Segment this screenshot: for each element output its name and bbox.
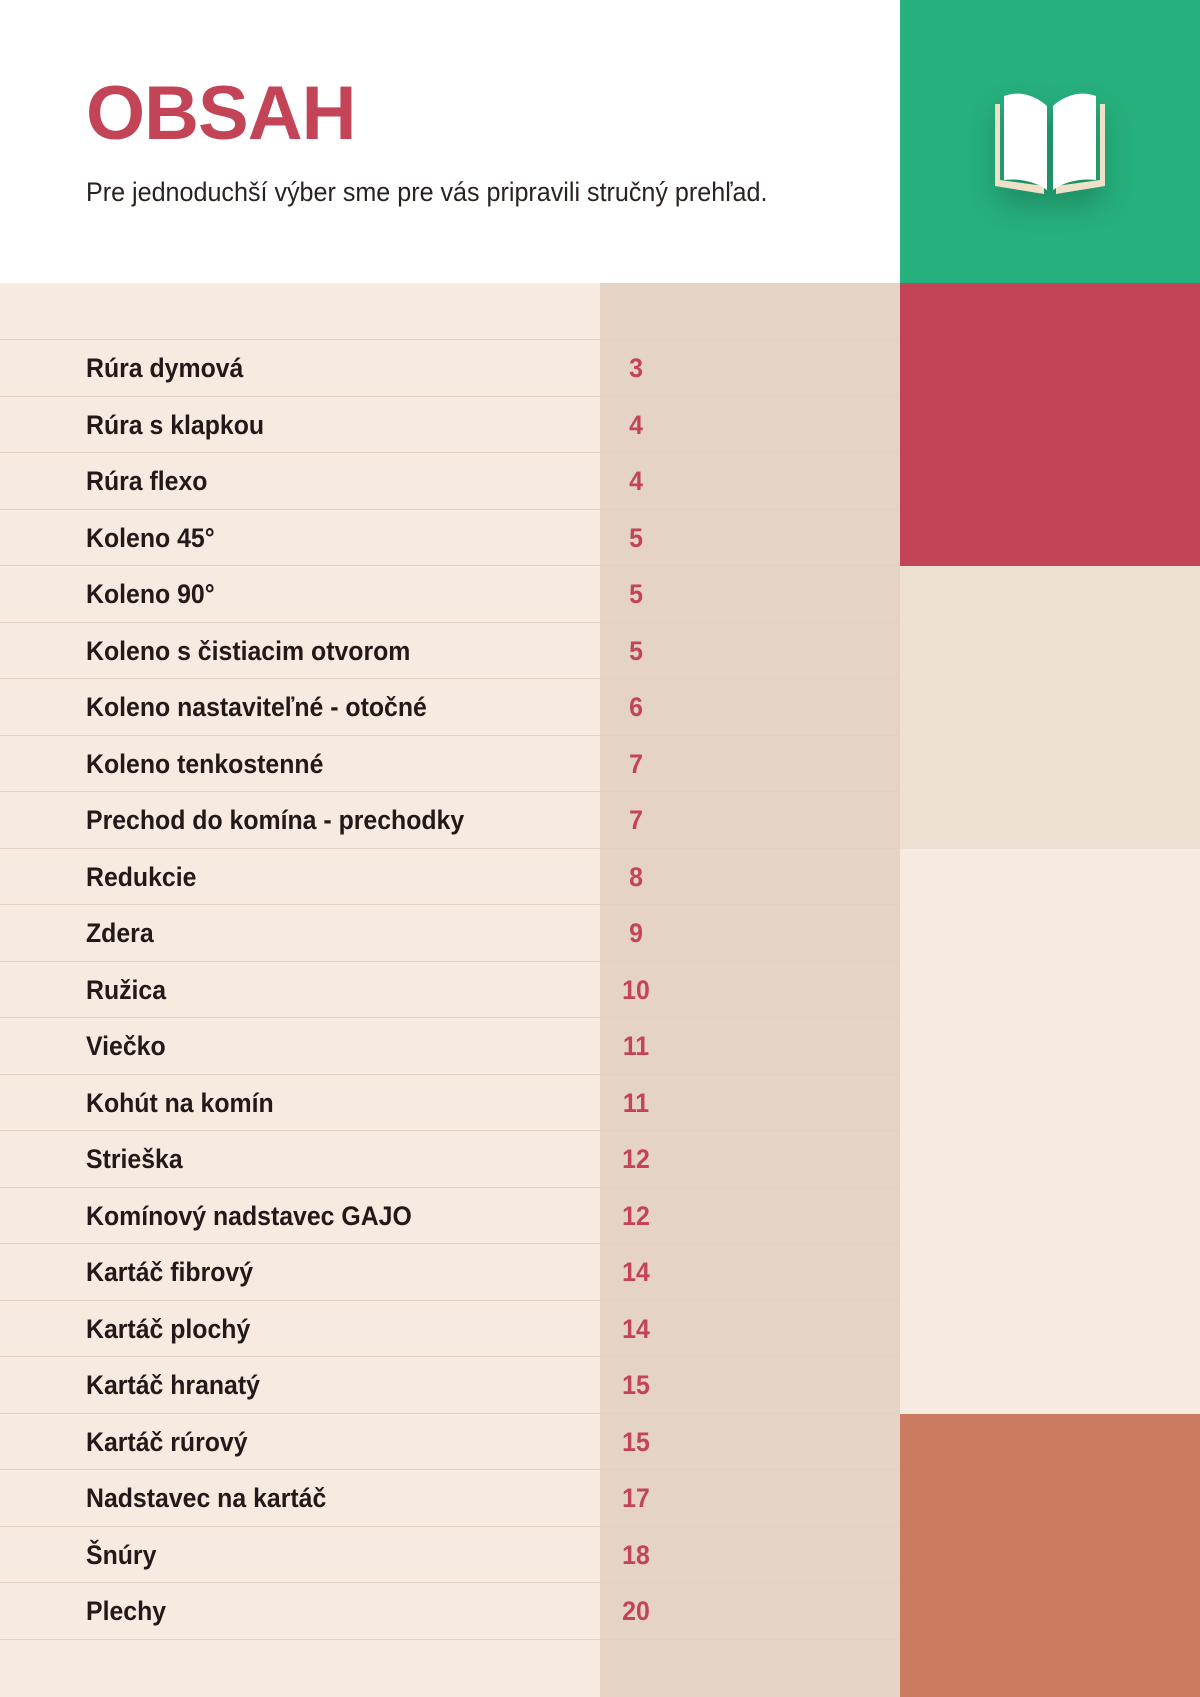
toc-item-label: Kartáč hranatý xyxy=(86,1370,260,1400)
header: OBSAH Pre jednoduchší výber sme pre vás … xyxy=(0,0,900,283)
toc-item[interactable]: Koleno 90° 5 xyxy=(0,566,900,623)
toc-item-label: Redukcie xyxy=(86,861,197,892)
toc-item-label: Koleno s čistiacim otvorom xyxy=(86,635,411,666)
toc-item-page-number: 20 xyxy=(622,1596,650,1626)
color-strip-cream xyxy=(900,849,1200,1414)
toc-item-page-number: 11 xyxy=(622,1087,650,1118)
toc-item-page-number: 9 xyxy=(629,918,643,948)
toc-item[interactable]: Kartáč fibrový 14 xyxy=(0,1244,900,1301)
toc-item[interactable]: Koleno nastaviteľné - otočné 6 xyxy=(0,679,900,736)
toc-item-label: Plechy xyxy=(86,1596,167,1626)
table-of-contents: Rúra dymová 3 Rúra s klapkou 4 Rúra flexo 4 Ko… xyxy=(0,283,900,1697)
toc-item-label: Kohút na komín xyxy=(86,1087,274,1118)
toc-item-page-number: 18 xyxy=(622,1539,650,1570)
toc-item[interactable]: Prechod do komína - prechodky 7 xyxy=(0,792,900,849)
toc-item[interactable]: Rúra flexo 4 xyxy=(0,453,900,510)
toc-item-label: Koleno nastaviteľné - otočné xyxy=(86,692,427,722)
color-strip-terracotta xyxy=(900,1414,1200,1697)
toc-item[interactable]: Koleno tenkostenné 7 xyxy=(0,736,900,792)
toc-item-label: Kartáč plochý xyxy=(86,1313,251,1344)
toc-item[interactable]: Redukcie 8 xyxy=(0,849,900,905)
color-strip-beige xyxy=(900,566,1200,849)
toc-item-page-number: 15 xyxy=(622,1370,650,1400)
toc-item-page-number: 15 xyxy=(622,1426,650,1457)
toc-item-label: Rúra dymová xyxy=(86,353,244,383)
toc-item-page-number: 8 xyxy=(629,861,643,892)
page-number-column xyxy=(600,283,900,1697)
toc-item[interactable]: Nadstavec na kartáč 17 xyxy=(0,1470,900,1527)
toc-item-page-number: 4 xyxy=(629,409,643,440)
toc-item-page-number: 5 xyxy=(629,522,643,553)
toc-item-page-number: 14 xyxy=(622,1257,650,1287)
page-subtitle: Pre jednoduchší výber sme pre vás pripra… xyxy=(86,177,768,207)
toc-item-page-number: 12 xyxy=(622,1200,650,1231)
toc-item-page-number: 5 xyxy=(629,635,643,666)
toc-item-label: Rúra s klapkou xyxy=(86,409,265,440)
toc-item-label: Koleno 45° xyxy=(86,522,215,553)
open-book-icon xyxy=(995,93,1105,194)
toc-item-label: Strieška xyxy=(86,1144,183,1174)
toc-item-label: Zdera xyxy=(86,918,154,948)
toc-item-page-number: 17 xyxy=(622,1483,650,1513)
toc-item-page-number: 7 xyxy=(629,748,643,779)
toc-list: Rúra dymová 3 Rúra s klapkou 4 Rúra flexo 4 Ko… xyxy=(0,339,900,1640)
toc-item-page-number: 7 xyxy=(629,805,643,835)
toc-item-page-number: 4 xyxy=(629,466,643,496)
toc-item[interactable]: Šnúry 18 xyxy=(0,1527,900,1583)
page-title: OBSAH xyxy=(86,71,356,156)
toc-item[interactable]: Rúra dymová 3 xyxy=(0,340,900,397)
toc-item-label: Prechod do komína - prechodky xyxy=(86,805,465,835)
toc-item-label: Kartáč rúrový xyxy=(86,1426,248,1457)
toc-item[interactable]: Kartáč hranatý 15 xyxy=(0,1357,900,1414)
toc-item[interactable]: Kohút na komín 11 xyxy=(0,1075,900,1131)
toc-item-label: Rúra flexo xyxy=(86,466,208,496)
icon-panel xyxy=(900,0,1200,283)
toc-item-page-number: 10 xyxy=(622,974,650,1005)
toc-item-label: Ružica xyxy=(86,974,167,1005)
toc-item-label: Šnúry xyxy=(86,1539,157,1570)
toc-item[interactable]: Plechy 20 xyxy=(0,1583,900,1640)
toc-item-page-number: 11 xyxy=(622,1031,650,1061)
toc-item-page-number: 5 xyxy=(629,579,643,609)
toc-item[interactable]: Viečko 11 xyxy=(0,1018,900,1075)
toc-item[interactable]: Strieška 12 xyxy=(0,1131,900,1188)
toc-item[interactable]: Koleno 45° 5 xyxy=(0,510,900,566)
toc-item-label: Kartáč fibrový xyxy=(86,1257,254,1287)
toc-item-page-number: 6 xyxy=(629,692,643,722)
toc-item[interactable]: Kartáč rúrový 15 xyxy=(0,1414,900,1470)
toc-item-label: Koleno tenkostenné xyxy=(86,748,324,779)
toc-item-label: Koleno 90° xyxy=(86,579,215,609)
toc-item[interactable]: Rúra s klapkou 4 xyxy=(0,397,900,453)
toc-item[interactable]: Ružica 10 xyxy=(0,962,900,1018)
toc-item-label: Komínový nadstavec GAJO xyxy=(86,1200,412,1231)
color-strip-red xyxy=(900,283,1200,566)
toc-item[interactable]: Zdera 9 xyxy=(0,905,900,962)
toc-item-page-number: 14 xyxy=(622,1313,650,1344)
toc-item-page-number: 12 xyxy=(622,1144,650,1174)
toc-item-label: Nadstavec na kartáč xyxy=(86,1483,327,1513)
toc-item[interactable]: Koleno s čistiacim otvorom 5 xyxy=(0,623,900,679)
toc-item[interactable]: Kartáč plochý 14 xyxy=(0,1301,900,1357)
toc-item-page-number: 3 xyxy=(629,353,643,383)
toc-item[interactable]: Komínový nadstavec GAJO 12 xyxy=(0,1188,900,1244)
toc-item-label: Viečko xyxy=(86,1031,166,1061)
